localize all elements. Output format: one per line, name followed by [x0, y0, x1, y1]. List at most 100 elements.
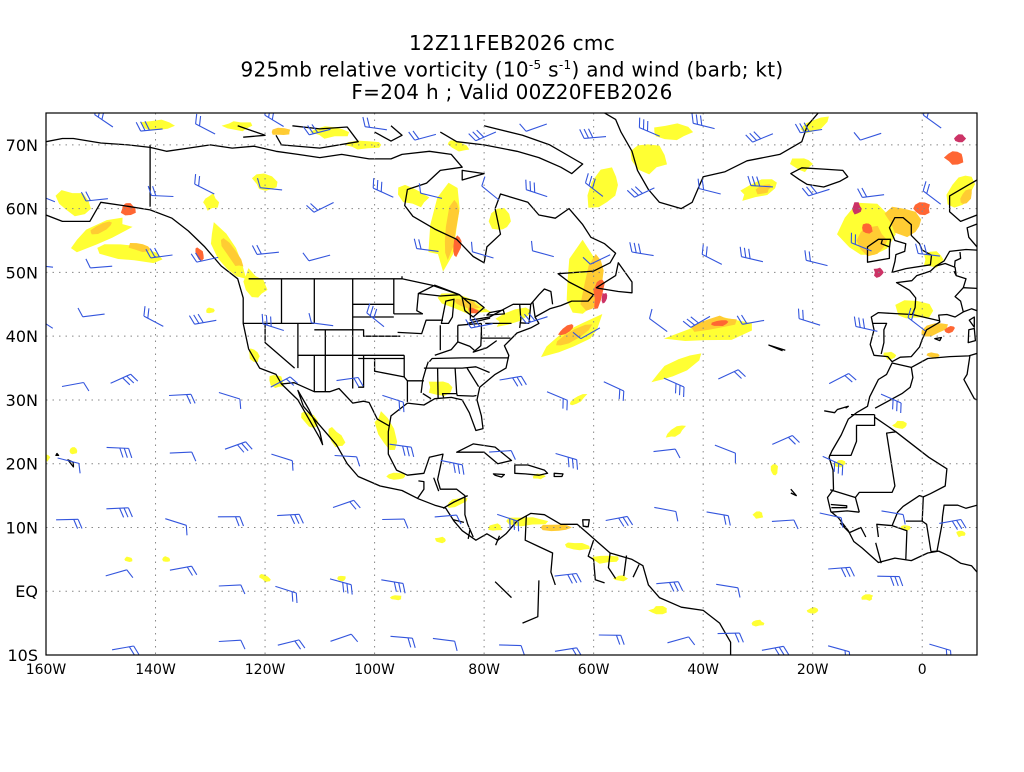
- wind-barb-shaft: [499, 645, 521, 646]
- wind-barb-flag: [308, 126, 314, 134]
- state-border: [314, 330, 400, 336]
- wind-barb-shaft: [664, 378, 684, 387]
- wind-barb-flag: [120, 508, 124, 517]
- wind-barb-flag: [734, 372, 741, 379]
- wind-barb-flag: [676, 384, 677, 394]
- wind-barb-flag: [702, 244, 703, 254]
- vorticity-patch: [345, 141, 382, 150]
- wind-barb-flag: [148, 308, 149, 318]
- wind-barb-shaft: [908, 318, 925, 331]
- wind-barb-shaft: [753, 134, 773, 142]
- wind-barb-flag: [191, 394, 195, 403]
- wind-barb-shaft: [929, 644, 950, 650]
- wind-barb-flag: [805, 250, 806, 260]
- wind-barb-flag: [351, 634, 357, 642]
- wind-barb-shaft: [219, 393, 240, 400]
- wind-barb-shaft: [382, 395, 403, 402]
- wind-barb-flag: [311, 204, 318, 211]
- wind-barb-shaft: [718, 370, 738, 379]
- wind-barb-flag: [377, 180, 378, 190]
- border-line: [936, 264, 966, 312]
- vorticity-patch: [386, 473, 405, 480]
- wind-barb-flag: [706, 246, 707, 256]
- vorticity-patch: [648, 606, 667, 614]
- wind-barb-flag: [236, 517, 240, 526]
- vorticity-patch: [203, 193, 219, 211]
- wind-barb-flag: [728, 516, 730, 526]
- wind-barb-flag: [414, 239, 416, 249]
- vorticity-patch: [956, 531, 965, 537]
- wind-barb-shaft: [828, 646, 849, 652]
- wind-barb-flag: [687, 319, 695, 325]
- wind-barb-flag: [572, 649, 577, 658]
- wind-barb-flag: [807, 187, 813, 195]
- wind-barb-shaft: [526, 190, 547, 197]
- border-line: [496, 536, 500, 546]
- wind-barb-shaft: [556, 454, 577, 460]
- wind-barb-flag: [946, 649, 947, 659]
- wind-barb-flag: [128, 508, 132, 517]
- wind-barb-shaft: [311, 323, 333, 326]
- wind-barb-flag: [399, 583, 401, 593]
- wind-barb-shaft: [275, 586, 296, 593]
- wind-barb-flag: [619, 389, 620, 399]
- wind-barb-flag: [702, 180, 703, 190]
- border-line: [633, 565, 639, 578]
- wind-barb-flag: [408, 638, 411, 648]
- state-border: [423, 394, 431, 399]
- wind-barb-flag: [639, 244, 641, 254]
- wind-barb-flag: [627, 190, 634, 197]
- wind-barb-flag: [186, 525, 187, 535]
- wind-barb-shaft: [650, 319, 668, 332]
- wind-barb-flag: [129, 647, 134, 656]
- wind-barb-shaft: [654, 449, 676, 452]
- wind-barb-flag: [534, 183, 535, 193]
- wind-barb-flag: [200, 116, 201, 126]
- wind-barb-shaft: [151, 196, 173, 197]
- wind-barb-flag: [296, 593, 297, 603]
- africa-coast: [828, 353, 978, 572]
- wind-barb-flag: [623, 517, 628, 526]
- wind-barb-flag: [863, 319, 865, 329]
- border-line: [829, 415, 875, 456]
- wind-barb-flag: [102, 110, 104, 120]
- vorticity-patch: [790, 158, 813, 172]
- vorticity-patch: [51, 185, 95, 221]
- vorticity-patch: [568, 392, 589, 407]
- wind-barb-flag: [354, 500, 361, 508]
- border-line: [624, 556, 627, 576]
- wind-barb-shaft: [806, 260, 827, 265]
- wind-barb-flag: [784, 646, 789, 655]
- wind-barb-flag: [568, 575, 573, 584]
- wind-barb-flag: [692, 113, 693, 123]
- wind-barb-shaft: [716, 584, 738, 588]
- wind-barb-shaft: [547, 392, 567, 401]
- border-line: [943, 505, 978, 516]
- lon-label: 80W: [468, 662, 500, 678]
- southampton-island: [462, 170, 484, 180]
- wind-barb-shaft: [107, 447, 129, 448]
- wind-barb-flag: [237, 445, 244, 453]
- wind-barb-flag: [343, 582, 344, 592]
- wind-barb-flag: [187, 395, 191, 404]
- wind-barb-flag: [86, 259, 90, 268]
- vorticity-patch: [625, 137, 672, 179]
- wind-barb-flag: [78, 308, 83, 317]
- wind-barb-flag: [354, 378, 359, 387]
- wind-barb-flag: [577, 460, 578, 470]
- lat-label: 40N: [6, 327, 38, 346]
- lat-lon-grid: [46, 113, 977, 655]
- wind-barb-flag: [199, 176, 200, 186]
- trinidad-coast: [583, 520, 590, 527]
- wind-barb-flag: [854, 317, 856, 327]
- wind-barb-flag: [518, 521, 519, 531]
- border-line: [417, 481, 424, 499]
- wind-barb-shaft: [829, 374, 849, 384]
- wind-barb-flag: [838, 464, 839, 474]
- wind-barb-flag: [262, 314, 263, 324]
- wind-barb-flag: [127, 376, 134, 383]
- wind-barb-flag: [292, 592, 293, 602]
- wind-barb-shaft: [169, 394, 191, 395]
